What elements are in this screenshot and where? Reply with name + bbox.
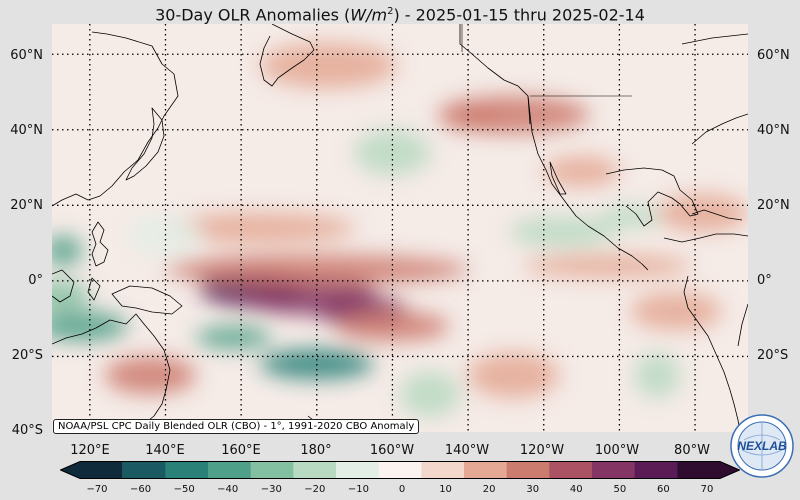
anomaly-region	[400, 371, 461, 417]
colorbar-tick: −30	[260, 484, 282, 495]
colorbar-tick: −60	[130, 484, 152, 495]
logo-text: NEXLAB	[737, 439, 787, 453]
lon-label: 80°W	[674, 443, 710, 458]
nexlab-logo: NEXLAB	[730, 414, 794, 478]
colorbar-tick: 50	[613, 484, 627, 495]
colorbar-tick: −10	[347, 484, 369, 495]
colorbar-tick: −40	[217, 484, 239, 495]
anomaly-region	[52, 311, 128, 342]
anomaly-region	[354, 129, 431, 176]
colorbar-tick: 30	[526, 484, 540, 495]
olr-anomaly-map	[52, 24, 748, 432]
anomaly-region	[104, 356, 196, 395]
anomaly-region	[630, 292, 722, 330]
kamchatka-coastline	[259, 24, 315, 87]
anomaly-region	[52, 280, 90, 312]
colorbar-swatch	[634, 461, 678, 479]
asia-coastline	[52, 31, 179, 207]
caribbean-coastline	[691, 209, 743, 221]
lat-label: 60°N	[757, 48, 790, 63]
colorbar-tick: 60	[657, 484, 670, 495]
anomaly-region	[441, 107, 503, 130]
new-guinea-coastline	[111, 285, 183, 315]
anomaly-region	[260, 42, 397, 89]
anomaly-region	[165, 212, 355, 244]
anomaly-region	[127, 216, 204, 255]
colorbar-swatch	[122, 461, 166, 479]
anomaly-region	[634, 352, 680, 399]
lon-label: 100°W	[594, 443, 640, 458]
indonesia-coastline	[52, 269, 75, 303]
colorbar-swatch	[549, 461, 593, 479]
colorbar-swatch	[506, 461, 550, 479]
colorbar-swatch	[592, 461, 636, 479]
anomaly-region	[195, 326, 272, 349]
colorbar-tick: −20	[304, 484, 326, 495]
lat-label: 40°S	[11, 423, 43, 438]
lat-label: 40°N	[10, 123, 43, 138]
south-america-coastline	[663, 233, 748, 243]
japan-coastline	[125, 107, 165, 181]
anomaly-region	[509, 216, 616, 247]
anomaly-region	[543, 156, 620, 187]
anomaly-region	[657, 194, 748, 232]
anomaly-region	[524, 254, 692, 278]
australia-coastline	[52, 313, 171, 432]
colorbar-tick: 0	[398, 484, 406, 495]
anomaly-region	[52, 235, 83, 266]
colorbar-swatch	[421, 461, 465, 479]
colorbar-tick: 70	[700, 484, 714, 495]
colorbar-swatch	[336, 461, 380, 479]
anomaly-region	[335, 311, 450, 342]
lon-label: 120°W	[519, 443, 565, 458]
anomaly-region	[600, 205, 661, 229]
lat-label: 20°S	[757, 348, 789, 363]
lat-label: 40°N	[757, 123, 790, 138]
colorbar-swatch	[464, 461, 508, 479]
lat-label: 0°	[28, 273, 43, 288]
lat-label: 20°N	[10, 198, 43, 213]
colorbar-swatch	[378, 461, 422, 479]
colorbar-swatch	[208, 461, 252, 479]
lon-label: 140°W	[444, 443, 490, 458]
colorbar-tick: 20	[482, 484, 496, 495]
lat-label: 20°N	[757, 198, 790, 213]
colorbar-swatch	[60, 461, 123, 479]
anomaly-region	[468, 352, 559, 399]
lon-label: 160°W	[369, 443, 415, 458]
gulf-coastline	[605, 167, 699, 227]
baja-coastline	[549, 161, 567, 195]
lat-label: 60°N	[10, 48, 43, 63]
colorbar-swatch	[250, 461, 294, 479]
colorbar-tick: −70	[86, 484, 108, 495]
lon-label: 140°E	[145, 443, 185, 458]
colorbar	[60, 461, 740, 479]
lat-label: 0°	[757, 273, 772, 288]
data-source-credit: NOAA/PSL CPC Daily Blended OLR (CBO) - 1…	[53, 419, 420, 434]
colorbar-swatch	[677, 461, 740, 479]
philippines-coastline	[91, 221, 109, 267]
colorbar-swatch	[293, 461, 337, 479]
lon-label: 180°	[300, 443, 332, 458]
colorbar-tick: −50	[173, 484, 195, 495]
chart-title: 30-Day OLR Anomalies (W/m2) - 2025-01-15…	[155, 5, 645, 25]
colorbar-swatch	[165, 461, 209, 479]
colorbar-tick: 10	[439, 484, 452, 495]
lon-label: 160°E	[221, 443, 261, 458]
north-america-coastline	[527, 95, 649, 271]
lon-label: 120°E	[70, 443, 110, 458]
colorbar-tick: 40	[569, 484, 583, 495]
lat-label: 20°S	[11, 348, 43, 363]
